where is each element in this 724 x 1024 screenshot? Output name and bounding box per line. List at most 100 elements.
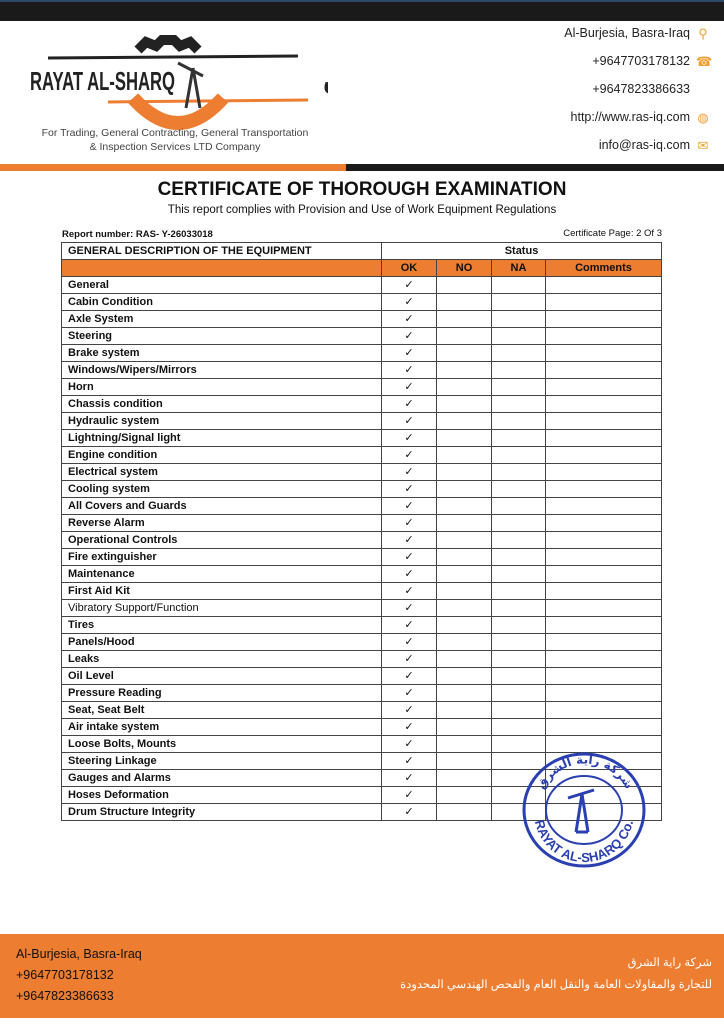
equipment-item: Axle System	[61, 310, 382, 328]
equipment-item: Vibratory Support/Function	[61, 599, 382, 617]
mail-icon: ✉	[697, 138, 709, 153]
status-no-cell	[436, 429, 492, 447]
comments-cell	[545, 276, 662, 294]
document-title: CERTIFICATE OF THOROUGH EXAMINATION	[157, 179, 567, 200]
company-logo: RAYAT AL-SHARQ راية الشرق	[30, 35, 328, 130]
status-no-cell	[436, 701, 492, 719]
status-no-cell	[436, 293, 492, 311]
status-ok-cell: ✓	[381, 582, 437, 600]
comments-cell	[545, 395, 662, 413]
desc-header: GENERAL DESCRIPTION OF THE EQUIPMENT	[61, 242, 382, 260]
table-row: Steering ✓	[61, 327, 662, 345]
status-no-cell	[436, 752, 492, 770]
svg-text:راية الشرق: راية الشرق	[323, 62, 328, 95]
status-header: Status	[381, 242, 662, 260]
table-row: Panels/Hood ✓	[61, 633, 662, 651]
status-no-cell	[436, 497, 492, 515]
comments-cell	[545, 548, 662, 566]
status-na-cell	[491, 684, 546, 702]
equipment-item: Pressure Reading	[61, 684, 382, 702]
status-na-cell	[491, 344, 546, 362]
status-na-cell	[491, 497, 546, 515]
svg-text:RAYAT AL-SHARQ Co.: RAYAT AL-SHARQ Co.	[532, 818, 636, 865]
col-no: NO	[436, 259, 492, 277]
table-row: First Aid Kit ✓	[61, 582, 662, 600]
status-no-cell	[436, 378, 492, 396]
status-ok-cell: ✓	[381, 684, 437, 702]
col-na: NA	[491, 259, 546, 277]
status-no-cell	[436, 565, 492, 583]
status-ok-cell: ✓	[381, 463, 437, 481]
col-comments: Comments	[545, 259, 662, 277]
status-no-cell	[436, 786, 492, 804]
equipment-item: General	[61, 276, 382, 294]
status-na-cell	[491, 327, 546, 345]
status-no-cell	[436, 276, 492, 294]
status-no-cell	[436, 395, 492, 413]
status-no-cell	[436, 463, 492, 481]
status-ok-cell: ✓	[381, 378, 437, 396]
comments-cell	[545, 344, 662, 362]
company-stamp: RAYAT AL-SHARQ Co. شركة راية الشرق	[522, 752, 646, 868]
status-ok-cell: ✓	[381, 497, 437, 515]
status-ok-cell: ✓	[381, 565, 437, 583]
table-row: Air intake system ✓	[61, 718, 662, 736]
status-na-cell	[491, 718, 546, 736]
website-link[interactable]: http://www.ras-iq.com	[570, 110, 690, 124]
table-row: Electrical system ✓	[61, 463, 662, 481]
equipment-item: Drum Structure Integrity	[61, 803, 382, 821]
equipment-item: Lightning/Signal light	[61, 429, 382, 447]
status-ok-cell: ✓	[381, 616, 437, 634]
status-no-cell	[436, 803, 492, 821]
comments-cell	[545, 463, 662, 481]
status-ok-cell: ✓	[381, 327, 437, 345]
status-na-cell	[491, 633, 546, 651]
footer-services-ar: للتجارة والمقاولات العامة والنقل العام و…	[400, 979, 712, 991]
status-ok-cell: ✓	[381, 412, 437, 430]
status-na-cell	[491, 548, 546, 566]
status-na-cell	[491, 463, 546, 481]
tagline-line-1: For Trading, General Contracting, Genera…	[41, 127, 309, 139]
status-ok-cell: ✓	[381, 293, 437, 311]
status-ok-cell: ✓	[381, 531, 437, 549]
status-ok-cell: ✓	[381, 344, 437, 362]
status-no-cell	[436, 582, 492, 600]
comments-cell	[545, 531, 662, 549]
equipment-item: Leaks	[61, 650, 382, 668]
status-no-cell	[436, 718, 492, 736]
table-row: Reverse Alarm ✓	[61, 514, 662, 532]
status-ok-cell: ✓	[381, 735, 437, 753]
status-ok-cell: ✓	[381, 752, 437, 770]
status-no-cell	[436, 650, 492, 668]
table-row: Leaks ✓	[61, 650, 662, 668]
equipment-item: Loose Bolts, Mounts	[61, 735, 382, 753]
table-row: Vibratory Support/Function ✓	[61, 599, 662, 617]
status-na-cell	[491, 293, 546, 311]
status-na-cell	[491, 616, 546, 634]
comments-cell	[545, 378, 662, 396]
status-no-cell	[436, 514, 492, 532]
comments-cell	[545, 310, 662, 328]
status-no-cell	[436, 735, 492, 753]
phone-icon: ☎	[696, 54, 713, 69]
status-no-cell	[436, 633, 492, 651]
status-no-cell	[436, 344, 492, 362]
table-row: Hydraulic system ✓	[61, 412, 662, 430]
comments-cell	[545, 514, 662, 532]
status-no-cell	[436, 684, 492, 702]
equipment-item: Horn	[61, 378, 382, 396]
footer-company-ar: شركة راية الشرق	[627, 957, 712, 969]
status-no-cell	[436, 667, 492, 685]
equipment-item: Tires	[61, 616, 382, 634]
status-ok-cell: ✓	[381, 650, 437, 668]
equipment-item: Windows/Wipers/Mirrors	[61, 361, 382, 379]
status-no-cell	[436, 310, 492, 328]
status-na-cell	[491, 276, 546, 294]
email-link[interactable]: info@ras-iq.com	[598, 138, 690, 152]
equipment-item: Seat, Seat Belt	[61, 701, 382, 719]
status-na-cell	[491, 378, 546, 396]
status-no-cell	[436, 769, 492, 787]
table-row: Maintenance ✓	[61, 565, 662, 583]
equipment-item: Cooling system	[61, 480, 382, 498]
status-na-cell	[491, 446, 546, 464]
